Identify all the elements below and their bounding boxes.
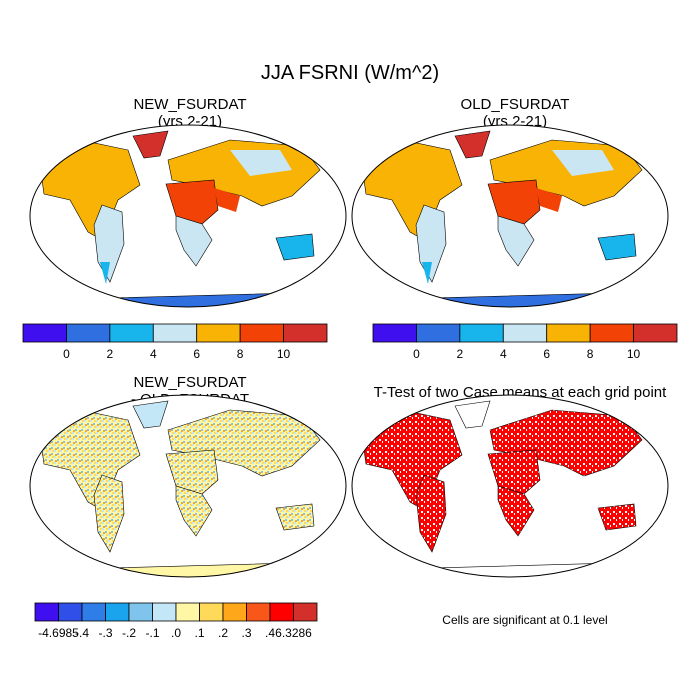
colorbar-tick-label: 2 [457, 347, 464, 361]
colorbar-swatch [633, 323, 678, 343]
map-old-fsurdat [352, 125, 668, 307]
colorbar-swatch [293, 602, 318, 622]
colorbar-swatch [58, 602, 83, 622]
colorbar-swatch [109, 323, 154, 343]
colorbar-swatch [502, 323, 548, 343]
colorbar-swatch [589, 323, 634, 343]
main-title: JJA FSRNI (W/m^2) [260, 62, 440, 84]
significance-note: Cells are significant at 0.1 level [442, 613, 608, 627]
map-difference [30, 395, 346, 577]
panel-title-new-line1: NEW_FSURDAT [133, 96, 247, 113]
colorbar-swatch [152, 323, 198, 343]
colorbar-swatch [196, 323, 241, 343]
map-new-fsurdat-outline [29, 124, 347, 308]
colorbar-swatch [105, 602, 130, 622]
colorbar-tick-label: -4.6985 [38, 626, 79, 640]
colorbar-swatch [34, 602, 59, 622]
colorbar-tick-label: .4 [265, 626, 275, 640]
colorbar-swatch [459, 323, 504, 343]
map-ttest [352, 395, 668, 577]
colorbar-tick-label: .2 [218, 626, 228, 640]
colorbar-swatch [416, 323, 461, 343]
colorbar-tick-label: .0 [171, 626, 181, 640]
colorbar-tick-label: 8 [237, 347, 244, 361]
colorbar-swatch [22, 323, 67, 343]
colorbar-swatch [128, 602, 153, 622]
map-difference-outline [29, 394, 347, 578]
colorbar-swatch [269, 602, 294, 622]
colorbar-tick-label: .3 [241, 626, 251, 640]
colorbar-tick-label: .1 [194, 626, 204, 640]
colorbar-tick-label: -.1 [145, 626, 159, 640]
colorbar-tick-label: 0 [63, 347, 70, 361]
map-old-fsurdat-outline [351, 124, 669, 308]
colorbar-tick-label: -.4 [75, 626, 89, 640]
map-ttest-outline [351, 394, 669, 578]
map-new-fsurdat [30, 125, 346, 307]
colorbar-tick-label: 10 [277, 347, 291, 361]
panel-title-ttest: T-Test of two Case means at each grid po… [373, 384, 667, 401]
colorbar-tick-label: -.3 [98, 626, 112, 640]
colorbar-swatch [199, 602, 224, 622]
panel-title-diff-line1: NEW_FSURDAT [133, 374, 247, 391]
colorbar-tick-label: 2 [107, 347, 114, 361]
colorbar-swatch [81, 602, 106, 622]
colorbar-new: 0 2 4 6 8 10 [22, 323, 328, 361]
colorbar-swatch [546, 323, 591, 343]
colorbar-tick-label: 4 [150, 347, 157, 361]
colorbar-swatch [372, 323, 417, 343]
colorbar-tick-label: 0 [413, 347, 420, 361]
colorbar-tick-label: 6.3286 [275, 626, 312, 640]
colorbar-old: 0 2 4 6 8 10 [372, 323, 678, 361]
colorbar-swatch [175, 602, 200, 622]
colorbar-tick-label: 8 [587, 347, 594, 361]
colorbar-swatch [222, 602, 247, 622]
colorbar-tick-label: 6 [543, 347, 550, 361]
colorbar-swatch [152, 602, 177, 622]
colorbar-swatch [283, 323, 328, 343]
colorbar-tick-label: 4 [500, 347, 507, 361]
colorbar-swatch [246, 602, 271, 622]
colorbar-tick-label: -.2 [122, 626, 136, 640]
colorbar-tick-label: 10 [627, 347, 641, 361]
colorbar-difference: -4.6985-.4 -.3 -.2 -.1 .0 .1 .2 .3 .4 6.3286 [34, 602, 318, 640]
panel-title-old-line1: OLD_FSURDAT [460, 96, 570, 113]
colorbar-tick-label: 6 [193, 347, 200, 361]
colorbar-swatch [239, 323, 284, 343]
colorbar-swatch [66, 323, 111, 343]
